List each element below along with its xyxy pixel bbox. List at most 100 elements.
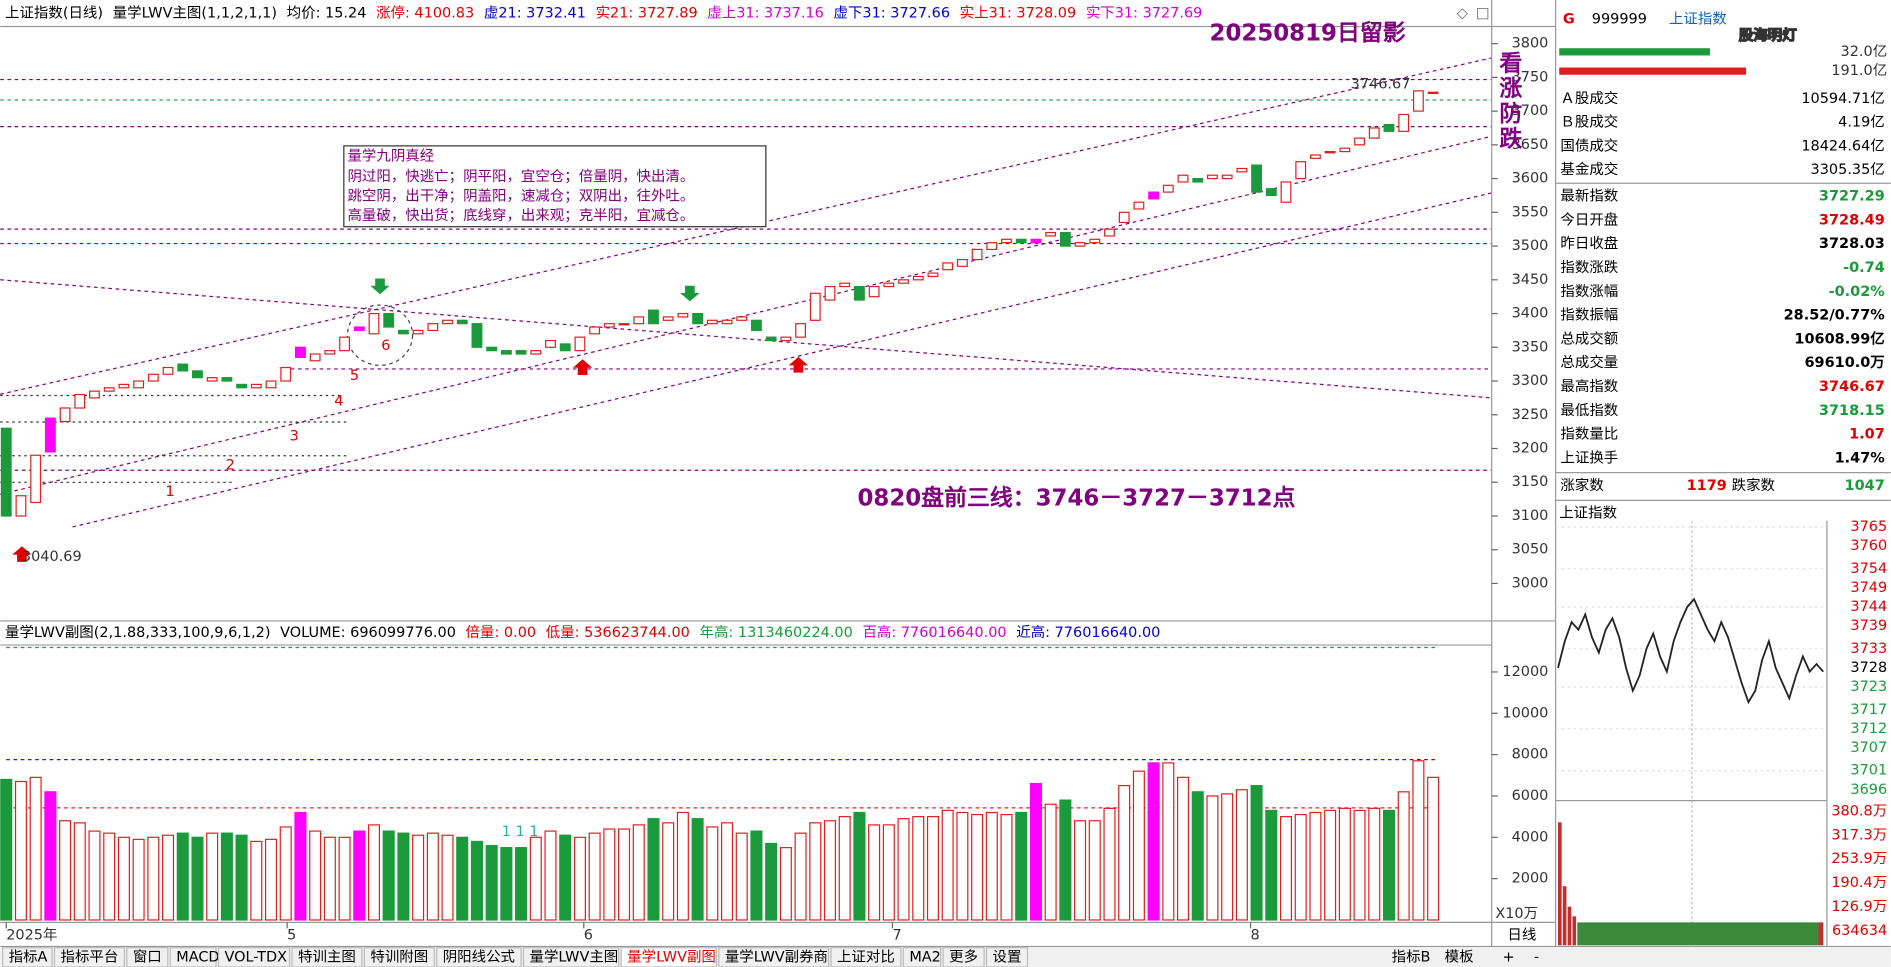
candle xyxy=(986,242,998,251)
icon[interactable]: ◇ xyxy=(1457,5,1469,21)
candle xyxy=(324,350,336,355)
mini-price-tick: 3733 xyxy=(1850,641,1887,657)
header-item: 实上31: 3728.09 xyxy=(960,4,1077,21)
candle xyxy=(118,383,130,389)
quote-value: 3305.35亿 xyxy=(1811,161,1885,178)
header-item: 均价: 15.24 xyxy=(287,4,367,21)
volume-bar xyxy=(1382,809,1395,921)
candle xyxy=(59,407,71,423)
quote-label: 总成交额 xyxy=(1560,329,1618,347)
volume-bar xyxy=(500,847,513,921)
high-label: 3746.67 xyxy=(1351,76,1411,92)
candle xyxy=(765,336,777,342)
tab-label[interactable]: 量学LWV主图 xyxy=(530,948,619,965)
candle xyxy=(442,319,453,325)
price-tick-label: 3350 xyxy=(1512,339,1549,355)
volume-bar xyxy=(1015,811,1028,921)
volume-bar xyxy=(1559,67,1747,75)
name: 上证指数 xyxy=(1669,10,1727,27)
volume-bar xyxy=(794,832,807,921)
candle xyxy=(89,390,100,399)
tab-label[interactable]: 设置 xyxy=(993,948,1022,965)
volume-bar xyxy=(559,834,572,921)
tab-label[interactable]: 特训附图 xyxy=(370,948,428,965)
volume-bar xyxy=(809,822,822,921)
volume-bar xyxy=(662,822,675,921)
volume-bar xyxy=(618,828,631,921)
tab-label[interactable]: 特训主图 xyxy=(298,948,356,965)
volume-bar xyxy=(250,840,263,921)
candle xyxy=(250,383,262,389)
price-tick-label: 3000 xyxy=(1512,575,1549,591)
volume-bar xyxy=(1147,762,1160,921)
volume-bar xyxy=(1000,813,1013,921)
quote-label: Ａ股成交 xyxy=(1560,89,1618,107)
right-tab[interactable]: + xyxy=(1503,949,1515,965)
mini-price-tick: 3728 xyxy=(1850,660,1887,676)
candle xyxy=(780,336,792,342)
icon[interactable]: □ xyxy=(1476,5,1490,21)
tab-label[interactable]: MACD xyxy=(176,949,219,965)
volume-bar xyxy=(14,780,27,921)
header-item: 实21: 3727.89 xyxy=(596,4,698,21)
volume-bar xyxy=(691,818,704,921)
mini-price-tick: 3739 xyxy=(1850,618,1887,634)
tab-label[interactable]: 量学LWV副券商 xyxy=(725,948,828,965)
price-tick-label: 3550 xyxy=(1512,204,1549,220)
volume-bar xyxy=(941,809,954,921)
candle xyxy=(1339,147,1351,153)
right-tab[interactable]: - xyxy=(1534,949,1539,965)
volume-bar xyxy=(1132,770,1145,921)
wave-mark: 6 xyxy=(381,338,390,354)
tab-label[interactable]: 量学LWV副图 xyxy=(627,948,716,965)
volume-bar xyxy=(235,834,248,921)
candle xyxy=(574,336,586,352)
right-tab[interactable]: 模板 xyxy=(1445,947,1474,965)
tab-label[interactable]: MA2 xyxy=(909,949,941,965)
candle xyxy=(221,377,233,382)
quote-label: 最新指数 xyxy=(1560,188,1618,205)
price-tick-label: 3800 xyxy=(1512,36,1549,52)
volume-bar xyxy=(426,832,439,921)
price-tick-label: 3150 xyxy=(1512,474,1549,490)
note-line: 跳空阴，出干净；阴盖阳，速减仓；双阴出，往外吐。 xyxy=(347,188,694,205)
volume-bar xyxy=(926,816,939,921)
candle xyxy=(1354,137,1365,146)
volume-bar xyxy=(367,824,381,921)
mini-volume-tick: 317.3万 xyxy=(1831,827,1887,843)
tab-label[interactable]: 指标平台 xyxy=(60,948,118,965)
tab-bar xyxy=(1555,947,1891,967)
tab-label[interactable]: 更多 xyxy=(949,948,978,965)
candle xyxy=(206,377,218,382)
mini-price-tick: 3696 xyxy=(1850,782,1887,798)
volume-bar xyxy=(1206,795,1219,921)
tab-label[interactable]: 指标A xyxy=(9,948,48,965)
header-item: 虚21: 3732.41 xyxy=(484,4,586,21)
candle xyxy=(1398,113,1410,132)
title-annotation: 20250819日留影 xyxy=(1210,20,1406,46)
tab-label[interactable]: 窗口 xyxy=(133,947,162,965)
volume-bar xyxy=(1221,793,1234,921)
candle xyxy=(648,309,659,325)
price-tick-label: 3650 xyxy=(1512,137,1549,153)
candle xyxy=(677,312,689,318)
candle xyxy=(1383,124,1395,132)
candle xyxy=(162,366,174,375)
volume-bar xyxy=(1162,762,1175,921)
candle xyxy=(1118,211,1130,224)
mini-price-tick: 3754 xyxy=(1850,561,1887,577)
volume-bar xyxy=(838,816,851,921)
note-line: 高量破，快出货；底线穿，出来观；克半阳，宜减仓。 xyxy=(347,207,694,224)
tab-label[interactable]: 上证对比 xyxy=(837,948,895,965)
right-tab[interactable]: 指标B xyxy=(1392,948,1431,965)
header-item: VOLUME: 696099776.00 xyxy=(280,625,456,641)
header-item: 量学LWV副图(2,1.88,333,100,9,6,1,2) xyxy=(5,624,270,641)
candle xyxy=(353,326,365,332)
price-tick-label: 3750 xyxy=(1512,69,1549,85)
x-label: 7 xyxy=(892,928,901,944)
plan-annotation: 0820盘前三线：3746－3727－3712点 xyxy=(857,485,1295,512)
tab-label[interactable]: 阴阳线公式 xyxy=(443,948,515,965)
candle xyxy=(44,417,56,453)
tab-label[interactable]: VOL-TDX xyxy=(224,949,287,965)
candle xyxy=(486,346,498,352)
